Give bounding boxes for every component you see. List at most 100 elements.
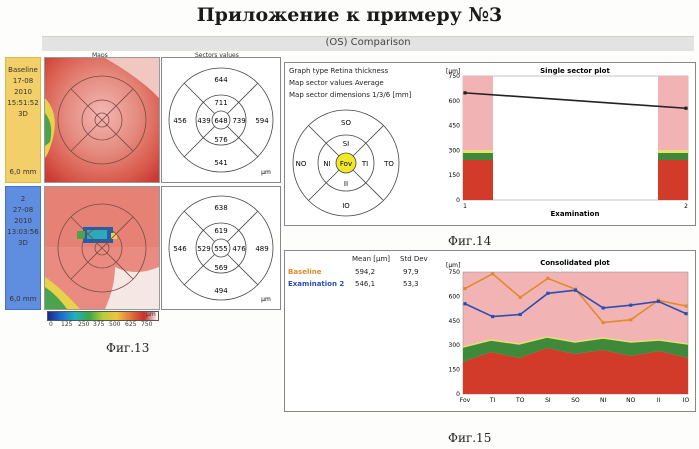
data-point [684,107,687,110]
data-point [574,289,577,292]
x-tick-label: NO [626,397,635,404]
exam2-time: 13:03:56 [6,228,40,236]
data-point [491,315,494,318]
sector-value-no: 546 [173,245,187,253]
sector-value-fov: 555 [214,245,227,253]
x-tick-label: 2 [684,203,688,210]
sector-ni[interactable]: NI [323,160,330,168]
y-tick-label: 300 [449,147,461,154]
thickness-colorbar [47,311,159,321]
sector-value-si: 619 [214,227,227,235]
single-sector-plot: 0150300450600750 12 Single sector plot [… [430,64,692,222]
colorbar-tick: 125 [61,321,72,328]
y-tick-label: 300 [449,342,461,349]
x-tick-label: TI [489,397,496,404]
x-tick-label: SO [571,397,580,404]
sector-value-ii: 569 [214,264,227,272]
subtitle: (OS) Comparison [42,37,694,48]
data-point [629,304,632,307]
page-title: Приложение к примеру №3 [0,4,699,26]
baseline-mean: 594,2 [355,268,375,276]
data-point [491,272,494,275]
sector-value-so: 644 [214,76,228,84]
figure-caption-13: Фиг.13 [106,341,149,355]
data-point [463,287,466,290]
exam2-year: 2010 [6,217,40,225]
sector-fov[interactable]: Fov [340,160,352,168]
y-tick-label: 150 [449,367,461,374]
exam2-mean: 546,1 [355,280,375,288]
sector-unit: μm [261,169,271,176]
colorbar-tick: 750 [141,321,152,328]
sector-value-ni: 439 [197,117,210,125]
baseline-size: 6,0 mm [6,168,40,176]
y-tick-label: 450 [449,318,461,325]
sector-value-so: 638 [214,204,227,212]
data-point [519,296,522,299]
baseline-thickness-map [44,57,160,183]
sector-ti[interactable]: TI [361,160,368,168]
sector-value-ii: 576 [214,136,228,144]
y-tick-label: 750 [449,269,461,276]
data-point [463,91,466,94]
data-point [546,277,549,280]
x-tick-label: II [657,397,661,404]
baseline-std: 97,9 [403,268,419,276]
sector-value-ti: 476 [232,245,246,253]
colorbar-unit: μm [146,311,156,318]
exam2-mode: 3D [6,239,40,247]
x-tick-label: SI [545,397,551,404]
data-point [629,318,632,321]
y-tick-label: 150 [449,172,461,179]
colorbar-tick: 375 [93,321,104,328]
baseline-mode: 3D [6,110,40,118]
single-plot-title: Single sector plot [540,67,610,75]
baseline-year: 2010 [6,88,40,96]
std-col-header: Std Dev [400,255,428,263]
sector-value-si: 711 [214,99,227,107]
y-tick-label: 600 [449,293,461,300]
sector-io[interactable]: IO [342,202,350,210]
y-tick-label: 600 [449,98,461,105]
sector-value-to: 489 [255,245,268,253]
data-point [463,302,466,305]
sector-unit: μm [261,296,271,303]
exam2-side-label: 2 27-08 2010 13:03:56 3D 6,0 mm [5,186,41,310]
baseline-sector-values: 644 456 594 541 711 439 648 739 576 μm [161,57,281,183]
sector-so[interactable]: SO [341,119,351,127]
data-point [546,292,549,295]
data-point [519,313,522,316]
exam2-std: 53,3 [403,280,419,288]
consolidated-plot-title: Consolidated plot [540,259,610,267]
graph-type-label: Graph type Retina thickness [289,67,388,75]
consolidated-plot: 0150300450600750 FovTITOSISONINOIIIO Con… [430,252,692,408]
sector-value-to: 594 [255,117,269,125]
colorbar-tick: 250 [78,321,89,328]
colorbar-tick: 625 [125,321,136,328]
baseline-row-name: Baseline [288,268,322,276]
x-tick-label: 1 [463,203,467,210]
sector-to[interactable]: TO [383,160,394,168]
sector-no[interactable]: NO [296,160,307,168]
baseline-side-label: Baseline 17-08 2010 15:51:52 3D 6,0 mm [5,57,41,183]
x-tick-label: IO [683,397,690,404]
exam2-label: 2 [6,195,40,203]
y-tick-label: 450 [449,123,461,130]
x-tick-label: TO [515,397,525,404]
exam2-size: 6,0 mm [6,295,40,303]
x-tick-label: Fov [460,397,471,404]
data-point [684,304,687,307]
figure-caption-14: Фиг.14 [448,234,491,248]
sector-ii[interactable]: II [344,180,348,188]
y-tick-label: 0 [456,197,460,204]
baseline-time: 15:51:52 [6,99,40,107]
colorbar-tick: 500 [109,321,120,328]
sector-value-fov: 648 [214,117,227,125]
sector-value-io: 494 [214,287,228,295]
data-point [602,321,605,324]
sector-values-label: Map sector values Average [289,79,384,87]
consolidated-plot-ylabel: [μm] [446,262,460,269]
sector-value-no: 456 [173,117,187,125]
data-point [684,312,687,315]
sector-si[interactable]: SI [343,140,350,148]
